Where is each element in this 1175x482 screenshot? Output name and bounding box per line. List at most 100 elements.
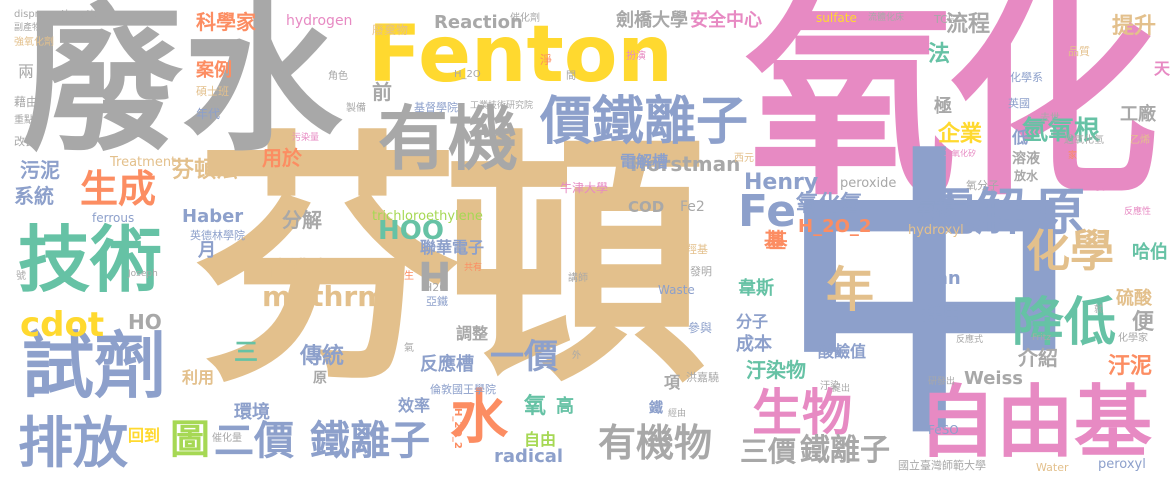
word-haber: Haber (182, 206, 244, 227)
word-san-jia: 三價 (740, 435, 797, 468)
word-huaxuejia: 化學家 (1118, 333, 1148, 344)
word-mathrm: mathrm (262, 280, 387, 313)
word-nian: 年 (826, 262, 875, 318)
word-liujiang: 流體化床 (868, 13, 905, 23)
word-lianhua: 聯華電子 (420, 238, 485, 257)
word-kexuejia: 科學家 (196, 10, 256, 34)
word-yangfenzi: 氧分子 (966, 179, 999, 192)
word-liusuan: 硫酸 (1116, 288, 1152, 309)
word-dianjiecao: 電解槽 (620, 152, 669, 171)
word-quchu: 去世 (1040, 113, 1060, 124)
word-jieyou: 藉由 (14, 95, 39, 109)
word-huidao: 回到 (128, 426, 161, 445)
word-wai: 外 (572, 351, 582, 361)
word-hao: 號 (16, 271, 26, 282)
word-radical: radical (494, 446, 564, 467)
word-qiye: 企業 (938, 122, 983, 147)
word-hydrogen: hydrogen (286, 13, 353, 29)
word-zhong: 中 (780, 125, 1080, 474)
word-jiaosheng: 角色 (328, 71, 348, 82)
word-er-jia: 二價 (214, 418, 294, 464)
word-wuranliang: 污染量 (292, 133, 320, 143)
word-ji-dan: 極 (934, 96, 952, 117)
word-liang: 兩 (18, 62, 35, 81)
word-yang-hua-qing: 氧化氫 (796, 192, 863, 217)
word-you-ji-wu: 有機物 (598, 421, 713, 465)
word-chengben: 成本 (736, 334, 772, 355)
word-tisheng: 提升 (1112, 14, 1157, 39)
word-san: 三 (234, 338, 258, 366)
word-yue: 月 (195, 240, 216, 258)
word-ferrous: ferrous (92, 211, 135, 225)
word-gaonongdu: 高濃度 (270, 256, 330, 280)
word-jiaoshi: 講師 (568, 273, 588, 284)
word-reaction: Reaction (434, 12, 523, 33)
word-pinzhi: 品質 (1068, 45, 1090, 58)
word-jieshao: 介紹 (1018, 346, 1058, 370)
word-shengyu: 生 (404, 271, 414, 282)
word-guoli: 國立臺灣師範大學 (898, 459, 986, 472)
word-shengji: 羥基 (686, 243, 708, 256)
word-yanjiu: 研發出 (928, 377, 956, 387)
word-hongjiaxiao: 洪嘉驍 (686, 371, 719, 384)
word-yongyu: 用於 (262, 146, 302, 170)
word-xitong: 系統 (14, 184, 54, 208)
word-fangshui: 放水 (1014, 169, 1039, 183)
word-jianqiao: 劍橋大學 (616, 10, 688, 31)
word-yiyan: 乙烯 (1130, 135, 1150, 146)
word-yijia: 一價 (490, 337, 558, 377)
word-yingguo: 英國 (1008, 97, 1030, 110)
word-guohuaqing: 過氧化氫 (1064, 135, 1104, 146)
word-jian: 間 (566, 71, 576, 82)
word-peroxide: peroxide (840, 176, 897, 191)
word-chuantong: 傳統 (300, 344, 345, 369)
word-john: John (916, 268, 961, 289)
word-fritz: Fritz (1032, 333, 1051, 343)
word-tichu: 提出 (832, 384, 851, 394)
word-h2o2: H_2O_2 (798, 216, 872, 237)
word-qi: 氣 (404, 343, 414, 354)
word-fa: 法 (928, 42, 951, 67)
word-yuan: 原 (1035, 183, 1085, 241)
word-ziyou: 自由 (524, 430, 557, 449)
word-fen-dun-fa: 芬頓法 (172, 158, 239, 183)
word-cuihuaqiang: 催化量 (212, 433, 242, 444)
word-h-big: H (418, 255, 452, 301)
word-sheng-wu: 生物 (752, 384, 852, 442)
word-gaijin: 改良 (14, 135, 36, 148)
word-h2o: H2O (424, 281, 448, 294)
word-yuan-guo: 原 (311, 370, 327, 384)
word-cdot: cdot (20, 305, 105, 345)
word-tiaozheng: 調整 (456, 324, 489, 343)
word-fenton: Fenton (368, 10, 673, 100)
word-ji-orange: 基 (764, 230, 788, 250)
word-h2o-small: H_2O (454, 69, 481, 80)
word-fanyingxing: 反應性 (1124, 207, 1152, 217)
word-gongxiang: 共有 (464, 263, 483, 273)
word-haibo: 哈伯 (1132, 242, 1168, 263)
word-peroxyl: peroxyl (1098, 457, 1146, 472)
word-anquan: 安全中心 (690, 10, 762, 31)
word-waste: Waste (658, 283, 695, 297)
word-gongye: 工業技術研究院 (470, 101, 534, 111)
word-yingdelin: 英德林學院 (190, 229, 245, 242)
word-liyong: 利用 (182, 368, 215, 387)
word-pai-fang: 排放 (18, 411, 129, 475)
word-banyan: 扮演 (626, 51, 646, 62)
word-shuang: 雙 (1096, 183, 1106, 193)
word-h2o2-small: H_2O_2 (452, 408, 463, 449)
word-ji-shu: 技術 (18, 218, 163, 302)
word-qiang: 強氧化劑 (14, 37, 54, 48)
word-zhibei: 製備 (346, 103, 366, 114)
word-zhongdian: 重點 (14, 115, 34, 126)
word-jide: 基督學院 (414, 101, 458, 114)
word-horstman: Horstman (630, 152, 741, 176)
word-huanjing: 環境 (234, 402, 270, 423)
word-henry: Henry (744, 170, 819, 195)
word-qing-yang-gen: 氫氧根 (1022, 116, 1101, 146)
word-jingyou: 經由 (668, 409, 687, 419)
word-sheng-cheng: 生成 (80, 167, 157, 211)
word-cod: COD (628, 198, 665, 216)
word-fenjie: 分解 (282, 208, 322, 232)
word-weisi: 韋斯 (738, 278, 774, 299)
